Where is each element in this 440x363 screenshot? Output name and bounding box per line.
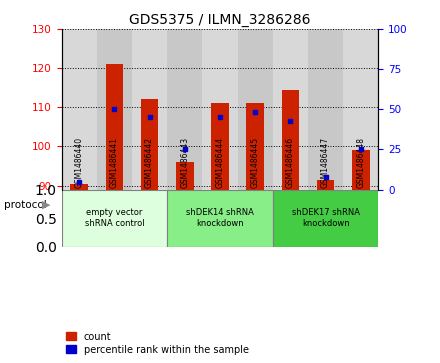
Bar <box>62 189 97 247</box>
Text: GSM1486440: GSM1486440 <box>75 137 84 188</box>
Text: GSM1486447: GSM1486447 <box>321 137 330 188</box>
Bar <box>238 189 273 247</box>
Bar <box>343 29 378 189</box>
Bar <box>167 189 273 247</box>
Text: ▶: ▶ <box>42 200 50 210</box>
Bar <box>97 29 132 189</box>
Legend: count, percentile rank within the sample: count, percentile rank within the sample <box>66 331 249 355</box>
Bar <box>132 189 167 247</box>
Title: GDS5375 / ILMN_3286286: GDS5375 / ILMN_3286286 <box>129 13 311 26</box>
Bar <box>352 150 370 189</box>
Text: GSM1486444: GSM1486444 <box>216 137 224 188</box>
Bar <box>308 29 343 189</box>
Bar <box>246 103 264 189</box>
Bar <box>132 29 167 189</box>
Text: GSM1486445: GSM1486445 <box>251 137 260 188</box>
Bar <box>62 189 167 247</box>
Bar <box>308 189 343 247</box>
Bar <box>202 29 238 189</box>
Text: protocol: protocol <box>4 200 47 210</box>
Bar <box>70 184 88 189</box>
Bar <box>343 189 378 247</box>
Bar <box>211 103 229 189</box>
Text: GSM1486441: GSM1486441 <box>110 137 119 188</box>
Bar <box>167 189 202 247</box>
Bar <box>176 162 194 189</box>
Bar <box>238 29 273 189</box>
Text: empty vector
shRNA control: empty vector shRNA control <box>84 208 144 228</box>
Text: shDEK17 shRNA
knockdown: shDEK17 shRNA knockdown <box>292 208 359 228</box>
Bar <box>97 189 132 247</box>
Bar <box>167 29 202 189</box>
Bar <box>282 90 299 189</box>
Bar <box>273 189 308 247</box>
Text: GSM1486448: GSM1486448 <box>356 137 365 188</box>
Bar <box>106 64 123 189</box>
Text: GSM1486443: GSM1486443 <box>180 137 189 188</box>
Text: shDEK14 shRNA
knockdown: shDEK14 shRNA knockdown <box>186 208 254 228</box>
Bar <box>317 180 334 189</box>
Text: GSM1486442: GSM1486442 <box>145 137 154 188</box>
Bar <box>62 29 97 189</box>
Text: GSM1486446: GSM1486446 <box>286 137 295 188</box>
Bar <box>273 189 378 247</box>
Bar <box>202 189 238 247</box>
Bar <box>141 99 158 189</box>
Bar <box>273 29 308 189</box>
